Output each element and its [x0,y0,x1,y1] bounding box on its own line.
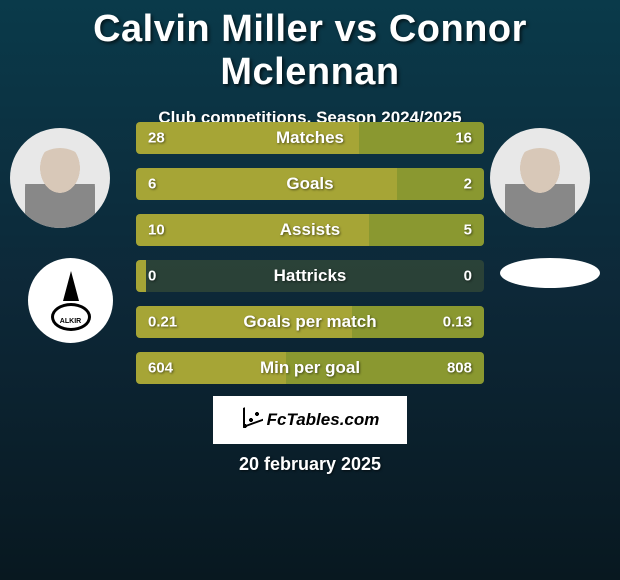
stat-bar-left-fill [136,168,397,200]
stat-value-left: 28 [148,130,165,147]
stat-label: Goals [286,174,333,194]
brand-badge: FcTables.com [213,396,407,444]
stat-bar-row: 604 808 Min per goal [136,352,484,384]
stat-value-right: 808 [447,360,472,377]
stat-value-left: 0.21 [148,314,177,331]
date-label: 20 february 2025 [239,454,381,475]
stat-value-left: 0 [148,268,156,285]
stat-value-right: 2 [464,176,472,193]
stat-bar-row: 0.21 0.13 Goals per match [136,306,484,338]
stat-value-left: 604 [148,360,173,377]
stat-value-right: 16 [455,130,472,147]
player-avatar-left [10,128,110,228]
stats-bars-container: 2816Matches62Goals105Assists00Hattricks0… [136,122,484,398]
stat-label: Hattricks [274,266,347,286]
stat-value-right: 0 [464,268,472,285]
club-crest-icon: ALKIR [46,271,96,331]
club-badge-right [500,258,600,288]
fctables-logo-icon [241,410,261,430]
stat-bar-left-fill [136,260,146,292]
club-badge-left: ALKIR [28,258,113,343]
player-avatar-right [490,128,590,228]
stat-value-left: 6 [148,176,156,193]
stat-label: Assists [280,220,340,240]
stat-value-right: 0.13 [443,314,472,331]
stat-value-left: 10 [148,222,165,239]
avatar-silhouette-icon [25,148,95,228]
stat-bar-row: 6 2 Goals [136,168,484,200]
stat-bar-row: 28 16 Matches [136,122,484,154]
stat-label: Min per goal [260,358,360,378]
brand-text: FcTables.com [267,410,380,430]
stat-bar-row: 10 5 Assists [136,214,484,246]
stat-bar-row: 0 0 Hattricks [136,260,484,292]
page-title: Calvin Miller vs Connor Mclennan [0,0,620,94]
stat-value-right: 5 [464,222,472,239]
stat-label: Goals per match [243,312,376,332]
avatar-silhouette-icon [505,148,575,228]
stat-label: Matches [276,128,344,148]
